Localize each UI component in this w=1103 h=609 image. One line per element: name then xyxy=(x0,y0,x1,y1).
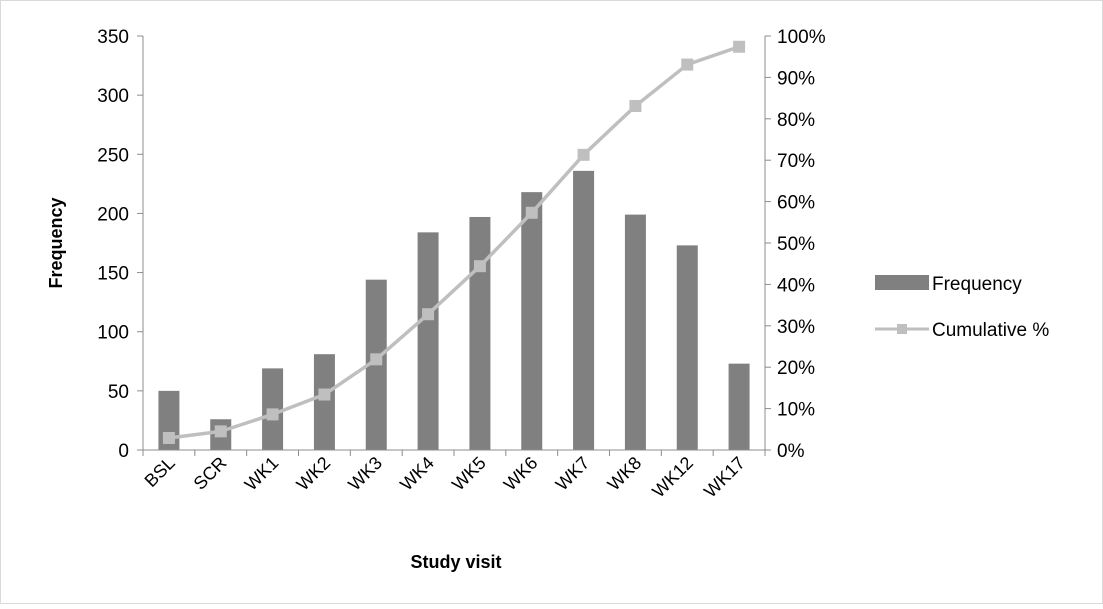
y-tick-label: 250 xyxy=(97,145,129,166)
cumulative-point-scr xyxy=(214,425,227,438)
cumulative-line xyxy=(168,45,740,440)
bar-wk12 xyxy=(676,245,698,450)
y-tick-label: 200 xyxy=(97,204,129,225)
legend-frequency-label: Frequency xyxy=(932,274,1022,295)
y-tick-label: 300 xyxy=(97,86,129,107)
cumulative-point-wk6 xyxy=(525,206,538,219)
bar-wk4 xyxy=(417,232,439,450)
legend-cumulative-marker xyxy=(897,324,907,334)
y2-tick-label: 50% xyxy=(777,234,815,255)
bar-wk5 xyxy=(469,216,491,450)
bar-wk8 xyxy=(624,214,646,450)
bar-wk17 xyxy=(728,363,750,450)
y-tick-label: 350 xyxy=(97,27,129,48)
y2-tick-label: 70% xyxy=(777,151,815,172)
cumulative-point-wk7 xyxy=(577,148,590,161)
y-axis-label: Frequency xyxy=(46,197,66,288)
y2-tick-label: 40% xyxy=(777,275,815,296)
y2-tick-label: 0% xyxy=(777,441,805,462)
y2-tick-label: 100% xyxy=(777,27,826,48)
bar-wk2 xyxy=(313,354,335,450)
y2-tick-label: 20% xyxy=(777,358,815,379)
cumulative-point-bsl xyxy=(162,431,175,444)
bar-wk7 xyxy=(573,170,595,450)
bar-wk6 xyxy=(521,192,543,450)
x-axis-label: Study visit xyxy=(410,552,501,572)
legend-cumulative-label: Cumulative % xyxy=(932,320,1049,341)
cumulative-point-wk3 xyxy=(370,353,383,366)
cumulative-point-wk8 xyxy=(629,99,642,112)
y-tick-label: 150 xyxy=(97,264,129,285)
y2-tick-label: 30% xyxy=(777,317,815,338)
y2-tick-label: 80% xyxy=(777,110,815,131)
y2-tick-label: 60% xyxy=(777,193,815,214)
cumulative-point-wk4 xyxy=(422,308,435,321)
y2-tick-label: 10% xyxy=(777,400,815,421)
cumulative-point-wk2 xyxy=(318,388,331,401)
y-tick-label: 0 xyxy=(118,441,129,462)
y-tick-label: 100 xyxy=(97,323,129,344)
cumulative-point-wk17 xyxy=(733,40,746,53)
cumulative-point-wk1 xyxy=(266,408,279,421)
legend-frequency-swatch xyxy=(875,275,929,290)
cumulative-point-wk5 xyxy=(473,260,486,273)
legend: Frequency Cumulative % xyxy=(875,274,1049,341)
cumulative-point-wk12 xyxy=(681,58,694,71)
y2-tick-label: 90% xyxy=(777,68,815,89)
y-tick-label: 50 xyxy=(108,382,129,403)
